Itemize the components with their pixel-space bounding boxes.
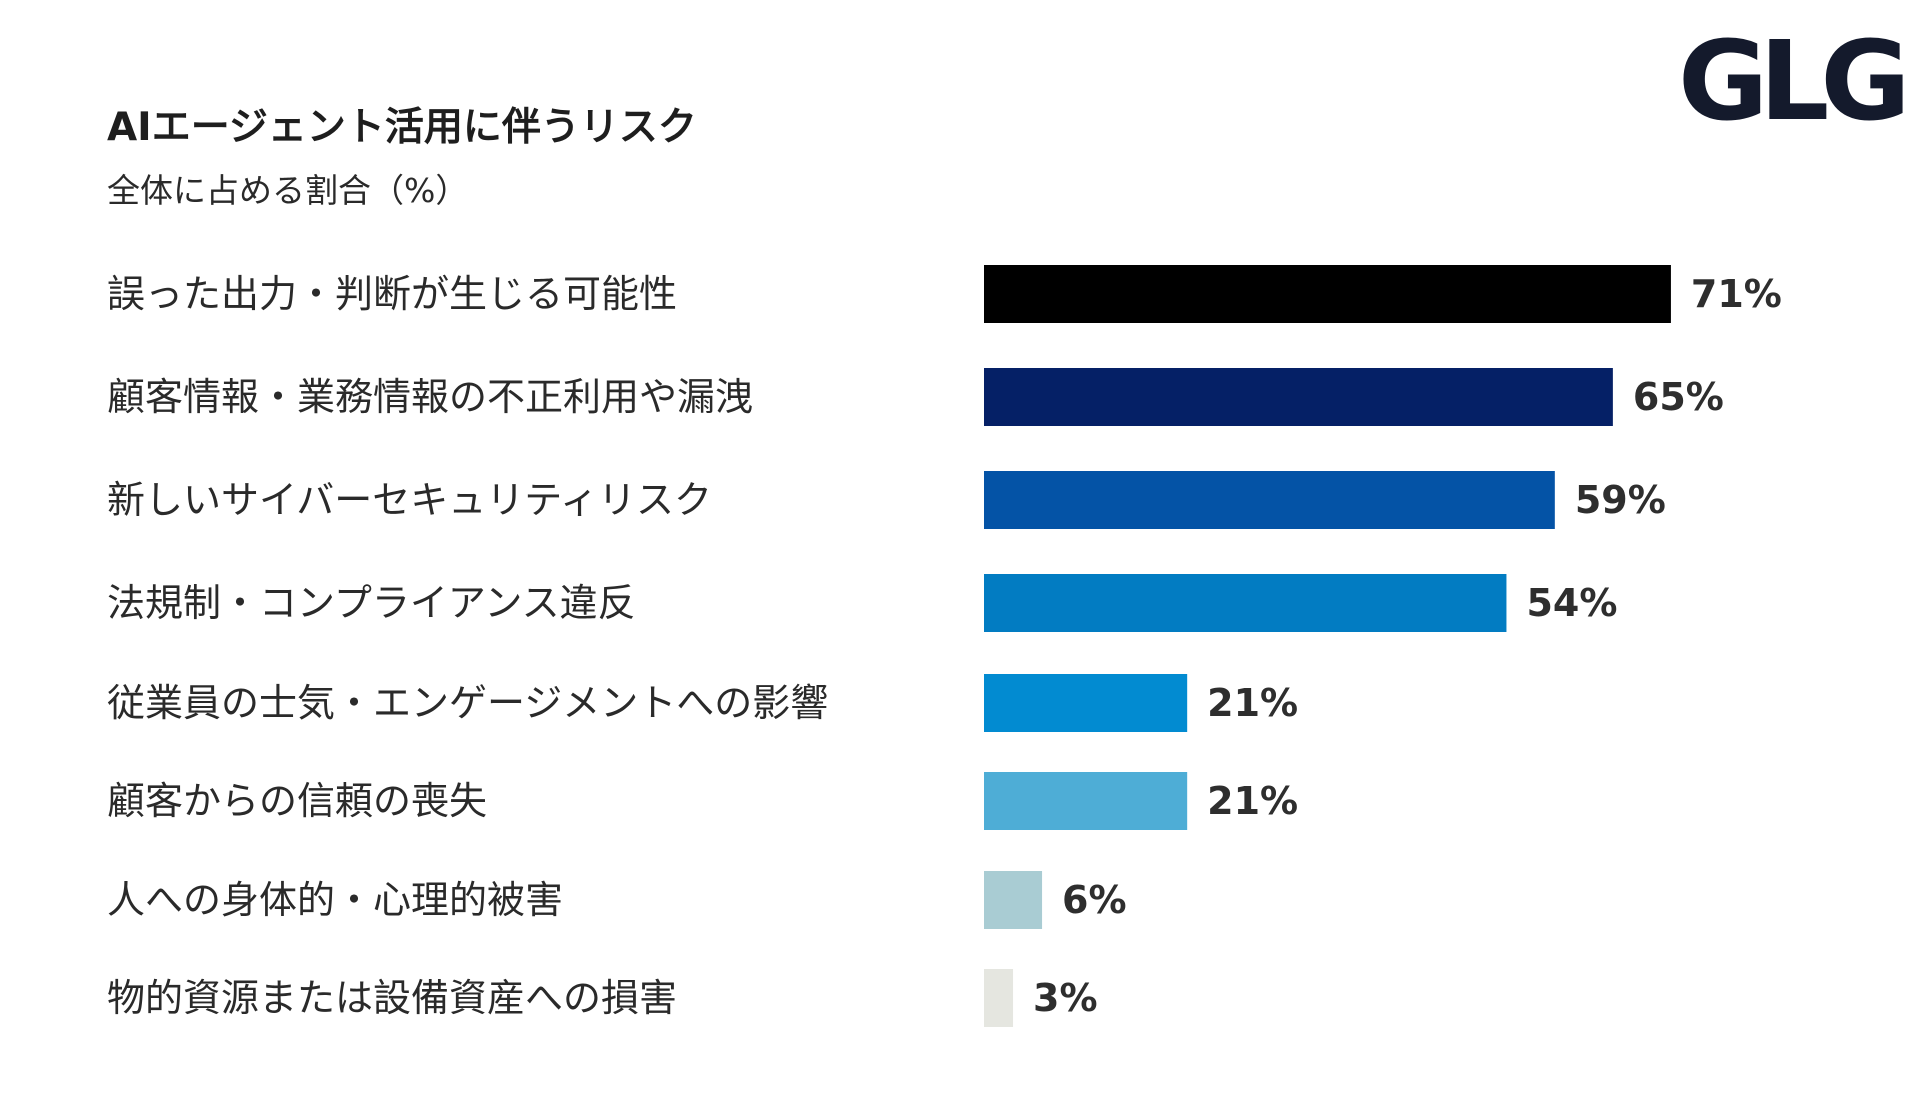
value-label: 21% [1207, 779, 1298, 823]
glg-logo: GLG [1678, 17, 1911, 145]
bar [984, 772, 1188, 830]
category-label: 顧客からの信頼の喪失 [107, 779, 487, 823]
category-label: 顧客情報・業務情報の不正利用や漏洩 [107, 375, 753, 419]
bar [984, 574, 1507, 632]
value-label: 71% [1691, 272, 1782, 316]
value-label: 21% [1207, 681, 1298, 725]
category-label: 法規制・コンプライアンス違反 [107, 581, 636, 625]
value-label: 59% [1575, 478, 1666, 522]
bar [984, 368, 1613, 426]
value-label: 65% [1633, 375, 1724, 419]
bar [984, 674, 1188, 732]
category-label: 人への身体的・心理的被害 [107, 878, 563, 922]
value-label: 6% [1062, 878, 1127, 922]
category-label: 誤った出力・判断が生じる可能性 [107, 272, 677, 316]
value-label: 3% [1033, 976, 1098, 1020]
category-label: 従業員の士気・エンゲージメントへの影響 [107, 681, 828, 725]
category-label: 新しいサイバーセキュリティリスク [107, 478, 712, 522]
chart-subtitle: 全体に占める割合（%） [107, 171, 469, 210]
bar [984, 265, 1671, 323]
bar [984, 969, 1014, 1027]
value-label: 54% [1526, 581, 1617, 625]
category-label: 物的資源または設備資産への損害 [107, 976, 677, 1020]
bar [984, 471, 1555, 529]
chart-title: AIエージェント活用に伴うリスク [107, 105, 697, 150]
bar [984, 871, 1043, 929]
